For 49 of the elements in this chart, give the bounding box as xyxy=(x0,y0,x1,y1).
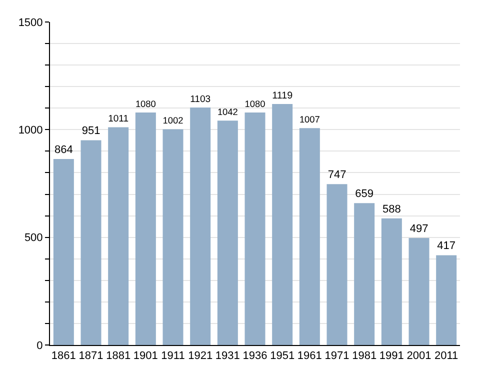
bar xyxy=(299,128,320,345)
x-tick-label: 1881 xyxy=(106,350,131,362)
bar xyxy=(381,218,402,345)
bar xyxy=(53,158,74,345)
data-label: 1080 xyxy=(135,98,156,109)
x-tick-label: 1931 xyxy=(215,350,240,362)
y-tick-label: 1000 xyxy=(18,124,43,137)
x-tick-label: 1991 xyxy=(379,350,404,362)
data-label: 588 xyxy=(382,203,401,216)
x-tick-label: 1901 xyxy=(133,350,158,362)
bar xyxy=(326,184,348,345)
data-label: 1080 xyxy=(244,98,266,109)
x-tick-label: 2011 xyxy=(434,350,458,362)
bar xyxy=(162,129,184,345)
data-label: 1011 xyxy=(108,114,129,125)
x-tick-label: 1911 xyxy=(161,350,185,362)
data-label: 1007 xyxy=(299,114,320,125)
data-label: 1103 xyxy=(190,94,211,105)
data-label: 864 xyxy=(54,144,73,156)
bar xyxy=(217,120,238,345)
bar xyxy=(408,238,430,345)
x-tick-label: 1961 xyxy=(297,350,322,362)
bar xyxy=(190,107,211,345)
data-label: 1002 xyxy=(162,116,184,126)
x-tick-label: 1871 xyxy=(78,350,104,362)
bar xyxy=(108,127,129,345)
data-label: 747 xyxy=(328,169,346,182)
bar xyxy=(80,140,102,345)
x-tick-label: 1936 xyxy=(242,350,268,362)
x-tick-label: 2001 xyxy=(406,350,432,362)
data-label: 1042 xyxy=(217,107,238,118)
x-tick-label: 1981 xyxy=(352,350,377,362)
bar xyxy=(436,255,457,345)
data-label: 1119 xyxy=(272,90,294,102)
bar xyxy=(244,112,266,345)
x-tick-label: 1921 xyxy=(188,350,213,362)
data-label: 951 xyxy=(82,125,100,138)
x-tick-label: 1861 xyxy=(51,350,76,362)
y-tick-label: 0 xyxy=(36,340,43,352)
data-label: 417 xyxy=(437,240,456,252)
x-tick-label: 1971 xyxy=(324,350,350,362)
data-label: 659 xyxy=(355,188,374,200)
y-tick-label: 500 xyxy=(24,232,43,244)
data-label: 497 xyxy=(410,222,428,235)
y-tick-label: 1500 xyxy=(18,16,43,29)
x-tick-label: 1951 xyxy=(270,350,295,362)
bar xyxy=(354,203,375,345)
bar xyxy=(135,112,156,345)
bar xyxy=(272,104,293,345)
